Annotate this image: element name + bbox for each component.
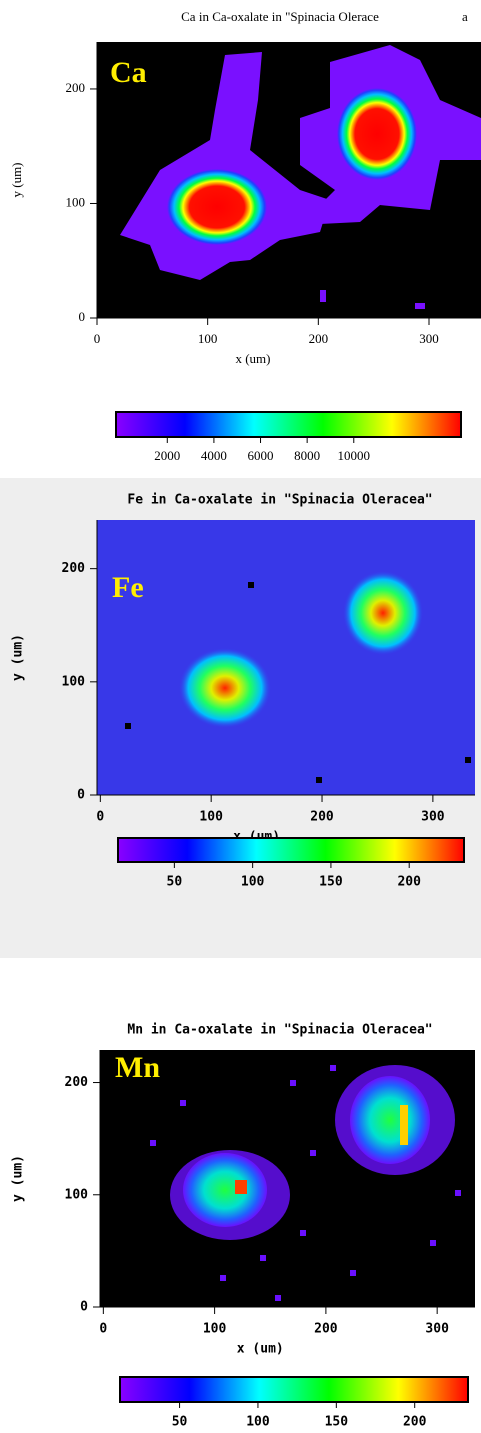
colorbar xyxy=(117,837,465,863)
panel: Ca in Ca-oxalate in "Spinacia Olerace a Ca… xyxy=(9,9,481,463)
colorbar-tick-label: 100 xyxy=(246,1415,270,1430)
y-tick-label: 200 xyxy=(62,561,86,576)
colorbar-tick-label: 200 xyxy=(397,875,421,890)
chart-title: Ca in Ca-oxalate in "Spinacia Olerace xyxy=(181,9,379,24)
y-tick-label: 100 xyxy=(65,1187,89,1202)
colorbar xyxy=(115,411,462,438)
y-tick-label: 0 xyxy=(80,1300,88,1315)
colorbar-tick-label: 200 xyxy=(403,1415,427,1430)
x-tick-label: 0 xyxy=(99,1322,107,1337)
colorbar-tick-label: 2000 xyxy=(154,448,180,463)
y-axis-label: y (um) xyxy=(11,634,26,681)
x-tick-label: 100 xyxy=(203,1322,227,1337)
y-tick-label: 200 xyxy=(66,80,86,95)
panel: Fe in Ca-oxalate in "Spinacia Oleracea" F… xyxy=(11,493,475,890)
heatmap-image xyxy=(97,520,475,795)
y-axis-label: y (um) xyxy=(11,1155,26,1202)
colorbar-tick-label: 6000 xyxy=(248,448,274,463)
x-tick-label: 200 xyxy=(314,1322,338,1337)
element-label: Ca xyxy=(110,56,147,89)
colorbar-tick-label: 150 xyxy=(325,1415,349,1430)
title-suffix: a xyxy=(462,9,468,24)
y-tick-label: 100 xyxy=(66,194,86,209)
x-tick-label: 300 xyxy=(425,1322,449,1337)
x-axis-label: x (um) xyxy=(237,1342,284,1357)
colorbar-tick-label: 100 xyxy=(241,875,265,890)
colorbar-tick-label: 10000 xyxy=(338,448,371,463)
chart-title: Fe in Ca-oxalate in "Spinacia Oleracea" xyxy=(127,493,432,508)
x-tick-label: 100 xyxy=(198,331,218,346)
y-tick-label: 200 xyxy=(65,1075,89,1090)
x-axis-label: x (um) xyxy=(235,351,270,366)
colorbar-tick-label: 150 xyxy=(319,875,343,890)
x-tick-label: 200 xyxy=(310,810,334,825)
x-tick-label: 300 xyxy=(419,331,439,346)
heatmap-image xyxy=(100,1050,475,1307)
y-tick-label: 100 xyxy=(62,674,86,689)
colorbar-tick-label: 4000 xyxy=(201,448,227,463)
y-tick-label: 0 xyxy=(79,309,86,324)
x-tick-label: 300 xyxy=(421,810,445,825)
panel: Mn in Ca-oxalate in "Spinacia Oleracea" M… xyxy=(11,1023,475,1430)
y-axis-label: y (um) xyxy=(9,162,24,197)
x-tick-label: 100 xyxy=(199,810,223,825)
chart-title: Mn in Ca-oxalate in "Spinacia Oleracea" xyxy=(127,1023,432,1038)
colorbar-tick-label: 50 xyxy=(167,875,183,890)
colorbar xyxy=(119,1376,469,1403)
colorbar-tick-label: 8000 xyxy=(294,448,320,463)
element-label: Mn xyxy=(115,1051,160,1084)
x-tick-label: 0 xyxy=(96,810,104,825)
y-tick-label: 0 xyxy=(77,788,85,803)
x-tick-label: 200 xyxy=(309,331,329,346)
x-tick-label: 0 xyxy=(94,331,101,346)
heatmap-image xyxy=(97,42,481,318)
element-label: Fe xyxy=(112,571,144,604)
colorbar-tick-label: 50 xyxy=(172,1415,188,1430)
